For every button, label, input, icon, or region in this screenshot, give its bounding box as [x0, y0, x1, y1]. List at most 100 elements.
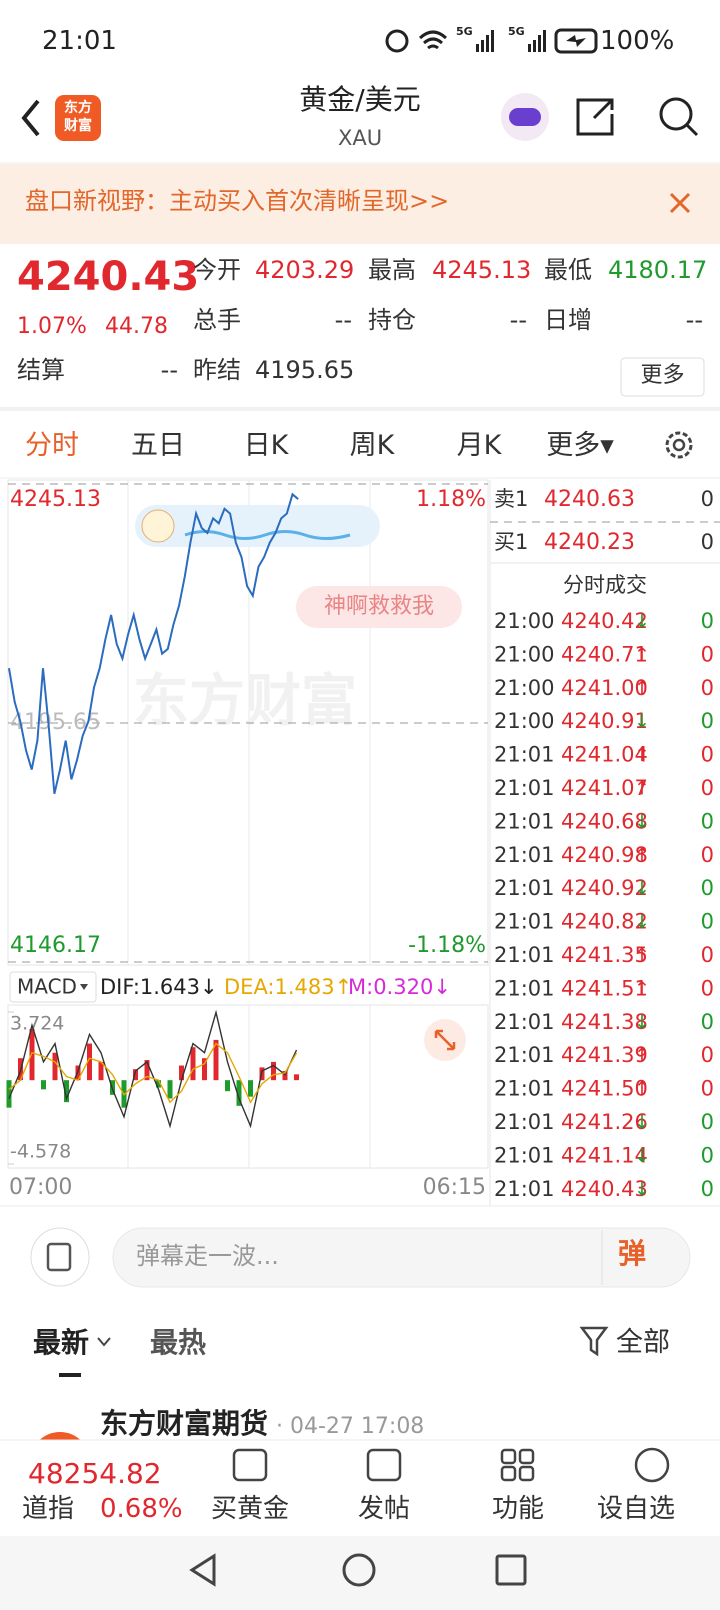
- chart-tab[interactable]: 周K: [349, 430, 395, 461]
- bottom-button[interactable]: 买黄金: [210, 1494, 289, 1524]
- chart-tab[interactable]: 分时: [25, 430, 79, 461]
- trade-time: 21:00: [494, 642, 555, 666]
- share-button[interactable]: [576, 98, 614, 136]
- index-value[interactable]: 48254.82: [28, 1457, 162, 1490]
- trade-time: 21:01: [494, 1143, 555, 1167]
- chart-tab[interactable]: 五日: [131, 430, 185, 461]
- trade-direction: ↑: [634, 677, 650, 699]
- signal-icon: [476, 30, 494, 52]
- banner-text[interactable]: 盘口新视野：主动买入首次清晰呈现>>: [25, 187, 450, 215]
- settings-center: [672, 438, 686, 452]
- field-label: 今开: [193, 256, 241, 284]
- trade-volume: 0: [701, 943, 714, 967]
- more-button-label[interactable]: 更多: [640, 363, 685, 388]
- trade-time: 21:00: [494, 676, 555, 700]
- macd-selector-label[interactable]: MACD: [17, 975, 77, 999]
- chart-tab[interactable]: 日K: [243, 430, 289, 461]
- annotation[interactable]: 神啊救救我: [324, 594, 434, 619]
- trade-price: 4241.51: [561, 976, 648, 1000]
- emoji-avatar: [141, 509, 175, 543]
- macd-bar: [133, 1069, 138, 1081]
- nav-back[interactable]: [189, 1553, 216, 1587]
- post-author[interactable]: 东方财富期货: [100, 1407, 269, 1440]
- y-tick-label: -4.578: [10, 1141, 71, 1163]
- trade-time: 21:01: [494, 1010, 555, 1034]
- field-value: 4203.29: [255, 256, 355, 284]
- banner-close[interactable]: [669, 192, 691, 214]
- macd-bar: [236, 1080, 242, 1106]
- bottom-bar: [0, 1440, 720, 1536]
- field-value: 4245.13: [432, 256, 532, 284]
- trade-direction: ↑: [634, 744, 650, 766]
- trade-time: 21:01: [494, 1177, 555, 1201]
- filter-icon[interactable]: [579, 1326, 609, 1357]
- nav-bar: [0, 1536, 720, 1610]
- trade-price: 4240.91: [561, 709, 648, 733]
- trade-volume: 0: [701, 976, 714, 1000]
- chart-tab[interactable]: 月K: [456, 430, 502, 461]
- field-value: --: [685, 306, 703, 334]
- comment-input[interactable]: [112, 1227, 691, 1288]
- macd-legend: DEA:1.483↑: [224, 975, 352, 999]
- network-type: 5G: [456, 25, 473, 38]
- nav-home[interactable]: [342, 1553, 376, 1587]
- trade-time: 21:01: [494, 743, 555, 767]
- field-label: 最高: [368, 256, 416, 284]
- feed-filter[interactable]: 全部: [616, 1327, 670, 1358]
- book-price: 4240.23: [544, 530, 635, 555]
- danmaku-settings[interactable]: [30, 1227, 90, 1287]
- chart-tab[interactable]: 更多▾: [546, 430, 614, 461]
- trade-price: 4240.68: [561, 809, 648, 833]
- trade-volume: 0: [701, 843, 714, 867]
- trade-time: 21:01: [494, 843, 555, 867]
- macd-legend: DIF:1.643↓: [100, 975, 218, 999]
- price-line: [8, 492, 299, 795]
- trade-price: 4241.35: [561, 943, 648, 967]
- settings-button[interactable]: [665, 431, 693, 459]
- field-label: 总手: [193, 306, 241, 334]
- trade-price: 4240.43: [561, 1177, 648, 1201]
- trade-price: 4240.98: [561, 843, 648, 867]
- macd-selector[interactable]: [9, 971, 97, 1003]
- index-change[interactable]: 0.68%: [100, 1494, 183, 1524]
- trade-price: 4241.26: [561, 1110, 648, 1134]
- tab-underline: [59, 1373, 81, 1377]
- danmaku-button[interactable]: 弹: [618, 1237, 647, 1270]
- feed-tab[interactable]: 最新: [33, 1326, 90, 1359]
- trade-volume: 0: [701, 1110, 714, 1134]
- macd-bar: [294, 1074, 299, 1081]
- field-label: 最低: [544, 256, 592, 284]
- trade-time: 21:01: [494, 1110, 555, 1134]
- search-button[interactable]: [659, 97, 693, 131]
- more-button[interactable]: [620, 357, 705, 397]
- field-value: --: [334, 306, 352, 334]
- comment-placeholder[interactable]: 弹幕走一波...: [136, 1242, 279, 1270]
- trade-volume: 0: [701, 676, 714, 700]
- y2-tick-label: -1.18%: [408, 933, 486, 958]
- trade-direction: ↓: [634, 711, 650, 733]
- trade-volume: 0: [701, 876, 714, 900]
- book-volume: 0: [701, 530, 714, 554]
- bottom-button[interactable]: 功能: [491, 1494, 544, 1524]
- trade-direction: ↓: [634, 911, 650, 933]
- book-side: 卖1: [494, 487, 528, 511]
- trade-price: 4241.00: [561, 676, 648, 700]
- bottom-button[interactable]: 发帖: [357, 1494, 410, 1524]
- y2-tick-label: 1.18%: [416, 487, 486, 512]
- trade-volume: 0: [701, 1043, 714, 1067]
- trade-time: 21:01: [494, 943, 555, 967]
- trade-volume: 0: [701, 642, 714, 666]
- feed-tab[interactable]: 最热: [150, 1326, 207, 1359]
- macd-bar: [41, 1080, 46, 1090]
- annotation-pill[interactable]: [296, 586, 462, 628]
- nav-recent[interactable]: [495, 1554, 527, 1586]
- macd-bar: [64, 1080, 69, 1103]
- expand-icon: [434, 1029, 456, 1051]
- sort-chevron[interactable]: [97, 1337, 111, 1347]
- bottom-button[interactable]: 设自选: [596, 1494, 675, 1524]
- index-name[interactable]: 道指: [22, 1494, 75, 1524]
- network-type: 5G: [508, 25, 525, 38]
- trade-direction: ↓: [634, 1011, 650, 1033]
- back-button[interactable]: [21, 99, 40, 137]
- vertical-grid: [127, 480, 371, 1168]
